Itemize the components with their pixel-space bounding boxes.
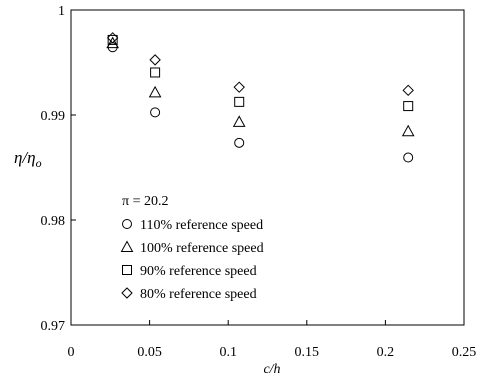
plot-frame — [70, 9, 465, 326]
data-point-diamond — [149, 54, 161, 66]
data-point-triangle — [106, 36, 120, 49]
data-point-triangle — [232, 115, 246, 127]
legend-entry-label: 100% reference speed — [140, 241, 264, 256]
legend: π = 20.2 110% reference speed 100% refere… — [120, 194, 264, 302]
data-point-circle — [234, 137, 245, 148]
plot-area — [70, 9, 465, 326]
data-points — [106, 32, 415, 163]
data-point-square — [107, 34, 118, 45]
x-axis-title: c/h — [263, 362, 280, 377]
data-point-triangle — [148, 85, 162, 98]
y-axis-label-group: η/ηo — [14, 148, 42, 170]
data-point-triangle — [401, 124, 415, 137]
y-axis-label: η/η — [14, 148, 36, 167]
data-point-circle — [403, 152, 414, 163]
y-tick-label: 0.98 — [41, 214, 66, 229]
legend-circle-icon — [122, 219, 132, 229]
data-point-square — [234, 96, 245, 107]
legend-entry-label: 110% reference speed — [140, 218, 263, 233]
x-tick-label: 0.05 — [137, 345, 162, 360]
legend-title: π = 20.2 — [122, 194, 168, 209]
x-axis-label: c/h — [263, 362, 280, 377]
data-point-square — [403, 101, 414, 112]
x-tick-label: 0 — [68, 345, 75, 360]
y-tick-label: 0.97 — [41, 319, 66, 334]
legend-entry-label: 90% reference speed — [140, 264, 257, 279]
legend-diamond-icon — [121, 287, 133, 299]
y-axis-title: η/ηo — [14, 148, 42, 170]
x-tick-label: 0.15 — [295, 345, 320, 360]
data-point-square — [150, 67, 161, 78]
y-tick-label: 0.99 — [41, 109, 66, 124]
y-ticks: 0.97 0.98 0.99 1 — [41, 4, 76, 334]
legend-triangle-icon — [120, 240, 134, 252]
y-axis-label-subscript: o — [36, 156, 42, 170]
x-tick-label: 0.1 — [219, 345, 237, 360]
legend-rows: 110% reference speed 100% reference speed… — [120, 218, 264, 302]
legend-square-icon — [122, 265, 132, 275]
data-point-diamond — [402, 84, 414, 97]
data-point-diamond — [106, 32, 119, 44]
x-tick-label: 0.25 — [452, 345, 477, 360]
data-point-diamond — [233, 81, 245, 93]
data-point-circle — [150, 107, 161, 118]
y-tick-label: 1 — [58, 4, 65, 19]
x-tick-label: 0.2 — [377, 345, 395, 360]
x-ticks: 0 0.05 0.1 0.15 0.2 0.25 — [68, 320, 477, 360]
legend-entry-label: 80% reference speed — [140, 287, 257, 302]
